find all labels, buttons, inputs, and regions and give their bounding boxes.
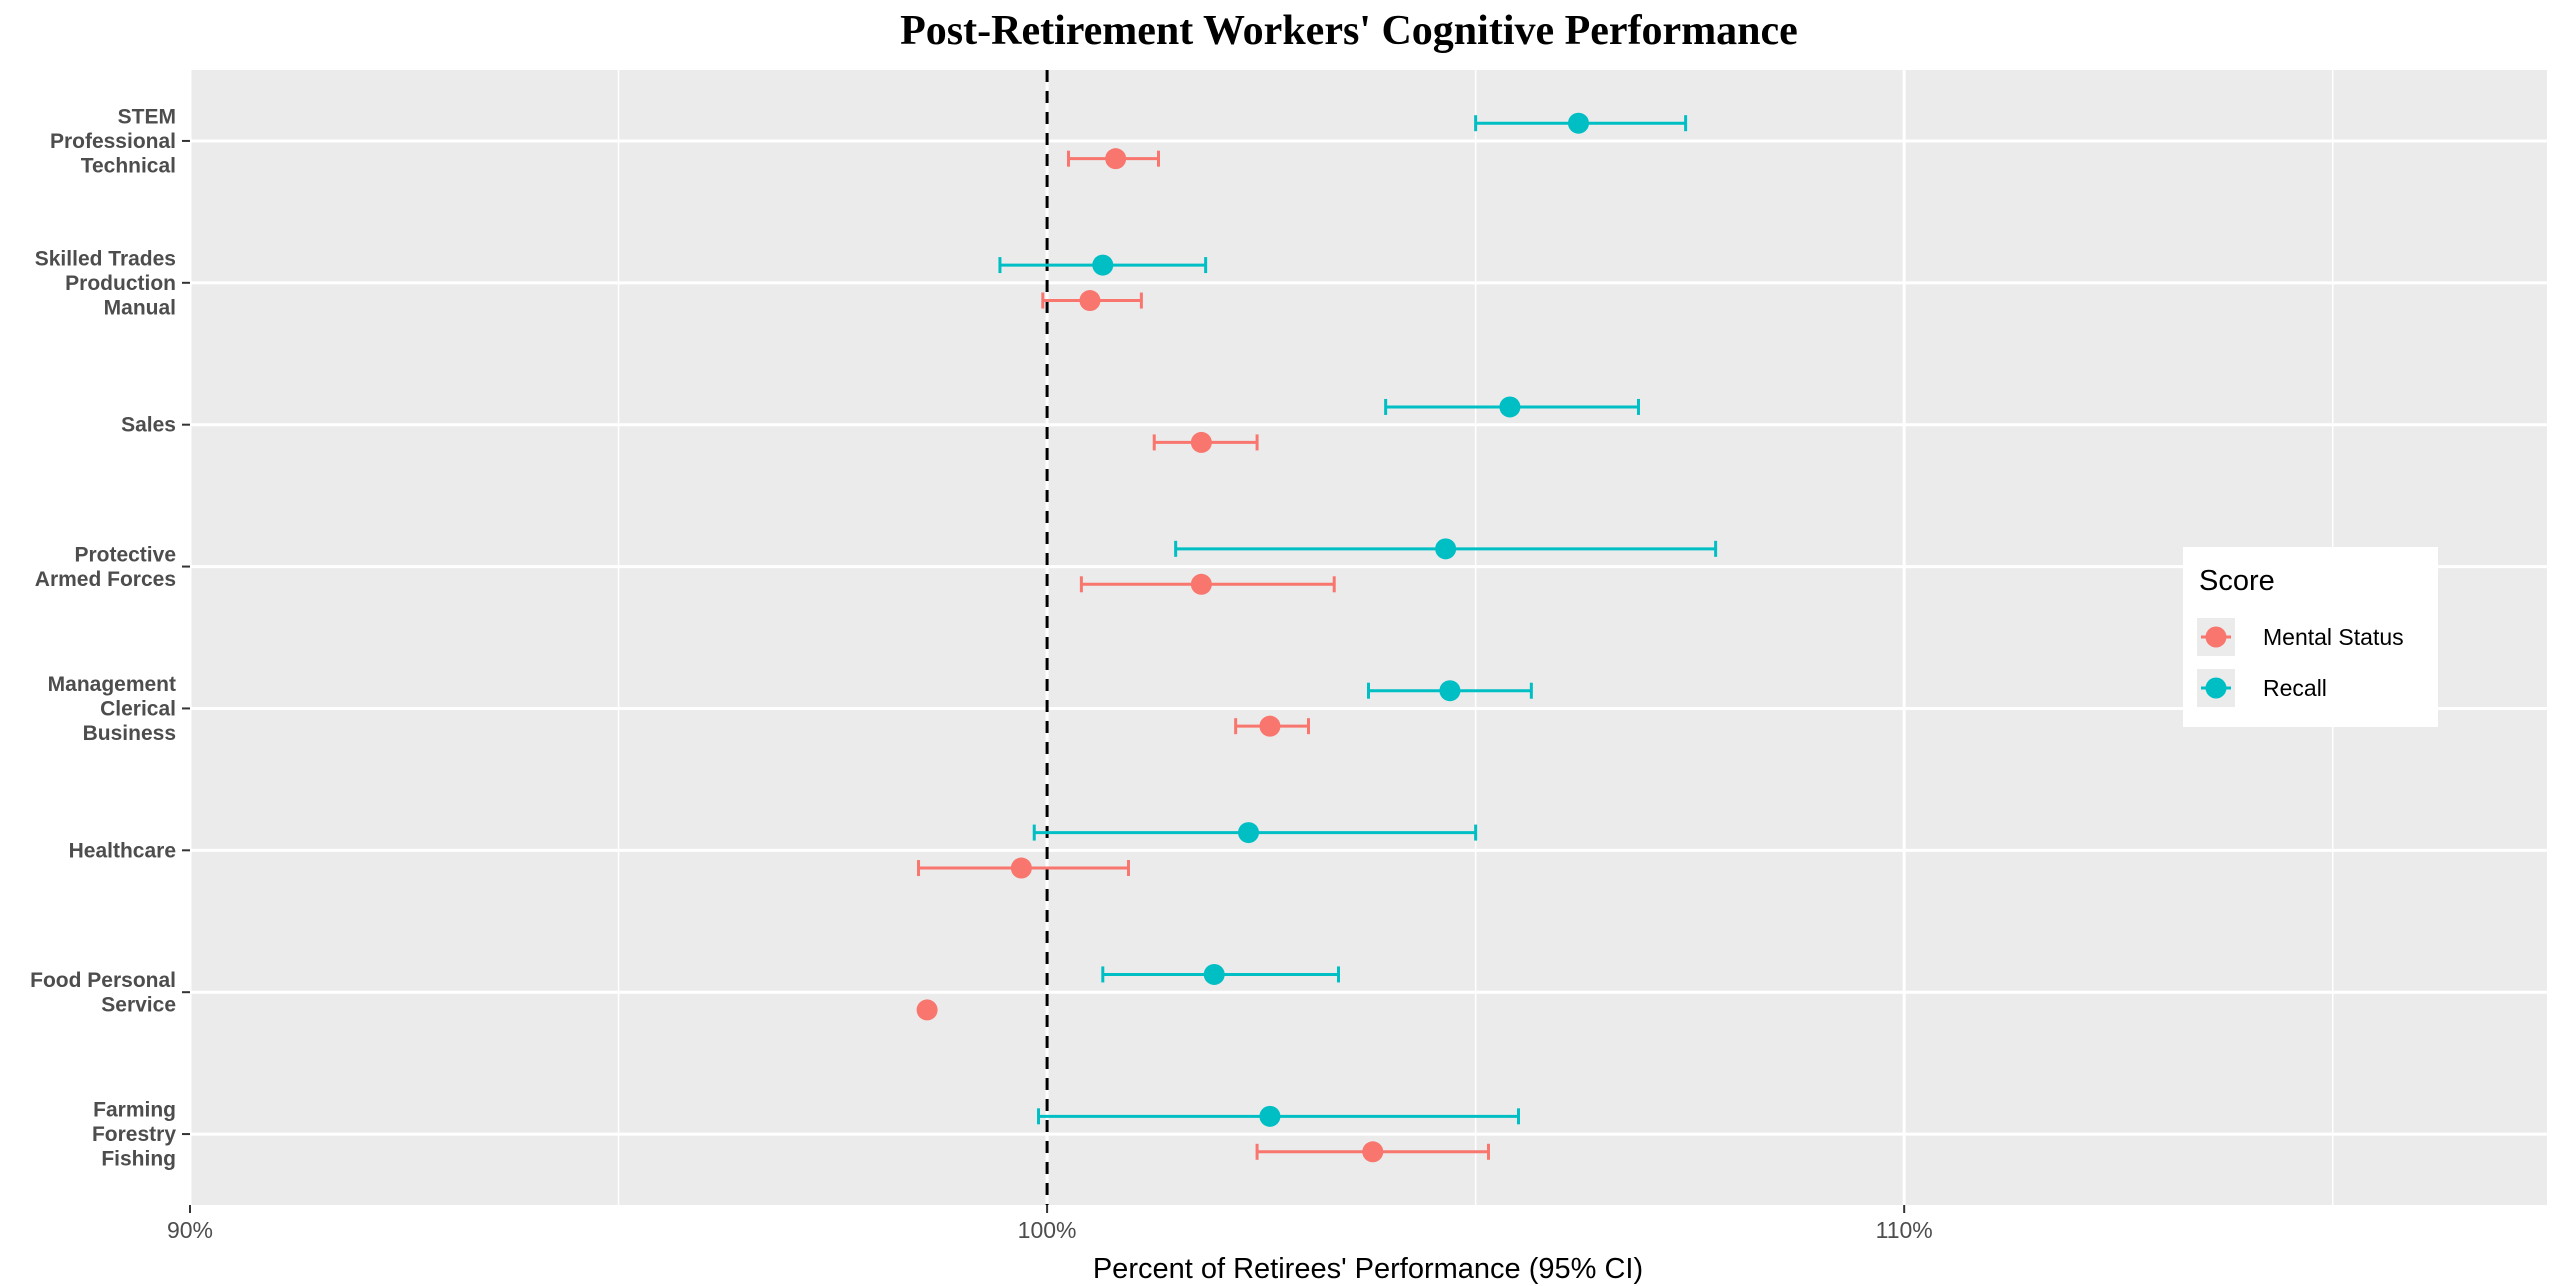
- category-label-line: Professional: [50, 130, 176, 153]
- legend-key-point: [2205, 626, 2227, 648]
- category-label-line: Sales: [121, 414, 176, 437]
- data-point: [1259, 1105, 1281, 1127]
- data-points: [916, 112, 1718, 1163]
- category-label-line: Business: [83, 722, 176, 745]
- legend: Score Mental Status Recall: [2183, 547, 2438, 727]
- data-point: [1362, 1141, 1384, 1163]
- data-point: [1567, 112, 1589, 134]
- category-label-line: Food Personal: [30, 969, 176, 992]
- data-point: [1105, 148, 1127, 170]
- category-label: Healthcare: [69, 839, 176, 862]
- x-tick-label: 90%: [167, 1217, 213, 1243]
- category-label-line: Armed Forces: [35, 568, 176, 591]
- category-label-line: Forestry: [92, 1123, 176, 1146]
- plot-panel: [190, 70, 2547, 1205]
- legend-title: Score: [2199, 565, 2275, 597]
- data-point: [1499, 396, 1521, 418]
- chart-title: Post-Retirement Workers' Cognitive Perfo…: [900, 8, 1798, 54]
- category-label-line: Management: [48, 673, 176, 696]
- category-label: Sales: [121, 414, 176, 437]
- data-point: [1092, 254, 1114, 276]
- category-label-line: STEM: [118, 105, 176, 128]
- category-label-line: Clerical: [100, 697, 176, 720]
- category-label-line: Healthcare: [69, 839, 176, 862]
- data-point: [1010, 857, 1032, 879]
- x-tick-label: 110%: [1876, 1217, 1933, 1243]
- data-point: [1238, 822, 1260, 844]
- x-axis-label: Percent of Retirees' Performance (95% CI…: [1093, 1253, 1643, 1285]
- data-point: [1190, 431, 1212, 453]
- category-label-line: Service: [101, 993, 176, 1016]
- legend-key-point: [2205, 677, 2227, 699]
- category-label-line: Production: [65, 272, 176, 295]
- category-label-line: Fishing: [101, 1148, 176, 1171]
- data-point: [1435, 538, 1457, 560]
- legend-label: Mental Status: [2263, 624, 2404, 650]
- category-label-line: Technical: [81, 154, 176, 177]
- data-point: [1203, 963, 1225, 985]
- data-point: [1079, 290, 1101, 312]
- category-label-line: Manual: [104, 296, 176, 319]
- data-point: [1439, 680, 1461, 702]
- legend-label: Recall: [2263, 675, 2327, 701]
- data-point: [1259, 715, 1281, 737]
- category-label-line: Skilled Trades: [35, 247, 176, 270]
- category-label-line: Protective: [74, 543, 176, 566]
- x-tick-label: 100%: [1018, 1217, 1077, 1243]
- data-point: [916, 999, 938, 1021]
- category-label-line: Farming: [93, 1099, 176, 1122]
- data-point: [1190, 573, 1212, 595]
